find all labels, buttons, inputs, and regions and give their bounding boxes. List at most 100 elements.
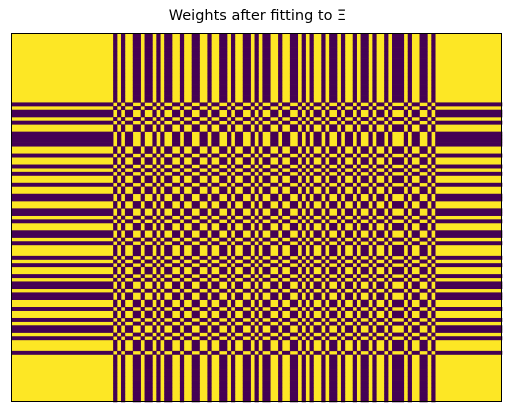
heatmap-cell <box>360 343 369 348</box>
heatmap-cell <box>278 47 283 52</box>
heatmap-cell <box>384 226 389 231</box>
heatmap-cell <box>407 259 412 264</box>
heatmap-cell <box>329 394 338 399</box>
heatmap-cell <box>407 343 412 348</box>
heatmap-cell <box>211 113 220 118</box>
heatmap-cell <box>340 106 346 111</box>
heatmap-cell <box>392 124 405 129</box>
heatmap-cell <box>309 391 314 395</box>
heatmap-cell <box>113 117 118 121</box>
heatmap-cell <box>250 317 255 322</box>
heatmap-cell <box>242 332 251 337</box>
heatmap-cell <box>360 380 369 385</box>
heatmap-cell <box>160 285 165 290</box>
heatmap-cell <box>117 135 122 140</box>
heatmap-cell <box>242 270 251 275</box>
heatmap-cell <box>321 69 326 74</box>
heatmap-cell <box>156 149 161 154</box>
heatmap-cell <box>403 285 409 290</box>
heatmap-cell <box>262 157 271 162</box>
heatmap-cell <box>392 383 405 388</box>
heatmap-cell <box>352 339 357 344</box>
heatmap-cell <box>262 361 271 366</box>
heatmap-cell <box>301 157 306 162</box>
heatmap-cell <box>179 244 185 249</box>
heatmap-cell <box>160 193 165 198</box>
heatmap-cell <box>435 208 503 213</box>
heatmap-cell <box>120 98 126 103</box>
heatmap-cell <box>427 241 432 246</box>
heatmap-cell <box>219 299 228 304</box>
heatmap-cell <box>230 361 236 366</box>
heatmap-cell <box>234 208 244 213</box>
heatmap-cell <box>431 43 436 48</box>
heatmap-cell <box>199 274 208 279</box>
heatmap-cell <box>144 149 153 154</box>
heatmap-cell <box>392 127 405 132</box>
heatmap-cell <box>392 339 405 344</box>
heatmap-cell <box>360 369 369 374</box>
heatmap-cell <box>254 226 259 231</box>
heatmap-cell <box>427 109 432 114</box>
heatmap-cell <box>278 65 283 70</box>
heatmap-cell <box>329 117 338 121</box>
heatmap-cell <box>309 321 314 326</box>
heatmap-cell <box>301 91 306 96</box>
heatmap-cell <box>191 354 200 359</box>
heatmap-cell <box>372 237 377 242</box>
heatmap-cell <box>329 47 338 52</box>
heatmap-cell <box>297 182 302 187</box>
heatmap-cell <box>183 113 192 118</box>
heatmap-cell <box>250 212 255 216</box>
heatmap-cell <box>230 51 236 56</box>
heatmap-cell <box>172 241 181 246</box>
heatmap-cell <box>360 33 369 37</box>
heatmap-cell <box>207 380 212 385</box>
heatmap-cell <box>144 347 153 352</box>
heatmap-cell <box>297 233 302 238</box>
heatmap-cell <box>301 65 306 70</box>
heatmap-cell <box>372 244 377 249</box>
heatmap-cell <box>435 164 503 169</box>
heatmap-cell <box>11 285 114 290</box>
heatmap-cell <box>372 314 377 319</box>
heatmap-cell <box>207 365 212 370</box>
heatmap-cell <box>117 336 122 341</box>
heatmap-cell <box>329 383 338 388</box>
heatmap-cell <box>164 332 173 337</box>
heatmap-cell <box>113 106 118 111</box>
heatmap-cell <box>124 296 134 300</box>
heatmap-cell <box>254 358 259 363</box>
heatmap-cell <box>11 164 114 169</box>
heatmap-cell <box>227 307 232 311</box>
heatmap-cell <box>289 365 299 370</box>
heatmap-cell <box>360 98 369 103</box>
heatmap-cell <box>156 51 161 56</box>
heatmap-cell <box>301 343 306 348</box>
heatmap-cell <box>329 310 338 315</box>
heatmap-cell <box>419 76 428 81</box>
heatmap-cell <box>278 95 283 100</box>
heatmap-cell <box>301 106 306 111</box>
heatmap-cell <box>230 252 236 257</box>
heatmap-cell <box>301 277 306 282</box>
heatmap-cell <box>262 226 271 231</box>
heatmap-cell <box>179 270 185 275</box>
heatmap-cell <box>403 164 409 169</box>
heatmap-cell <box>183 285 192 290</box>
heatmap-cell <box>132 87 141 92</box>
heatmap-cell <box>164 343 173 348</box>
heatmap-cell <box>431 80 436 85</box>
heatmap-cell <box>191 394 200 399</box>
heatmap-cell <box>144 58 153 63</box>
heatmap-cell <box>289 175 299 180</box>
heatmap-cell <box>219 73 228 78</box>
heatmap-cell <box>179 226 185 231</box>
heatmap-cell <box>305 241 310 246</box>
heatmap-cell <box>258 230 263 235</box>
heatmap-cell <box>254 58 259 63</box>
heatmap-cell <box>117 113 122 118</box>
heatmap-cell <box>254 36 259 41</box>
heatmap-cell <box>144 69 153 74</box>
heatmap-cell <box>219 252 228 257</box>
